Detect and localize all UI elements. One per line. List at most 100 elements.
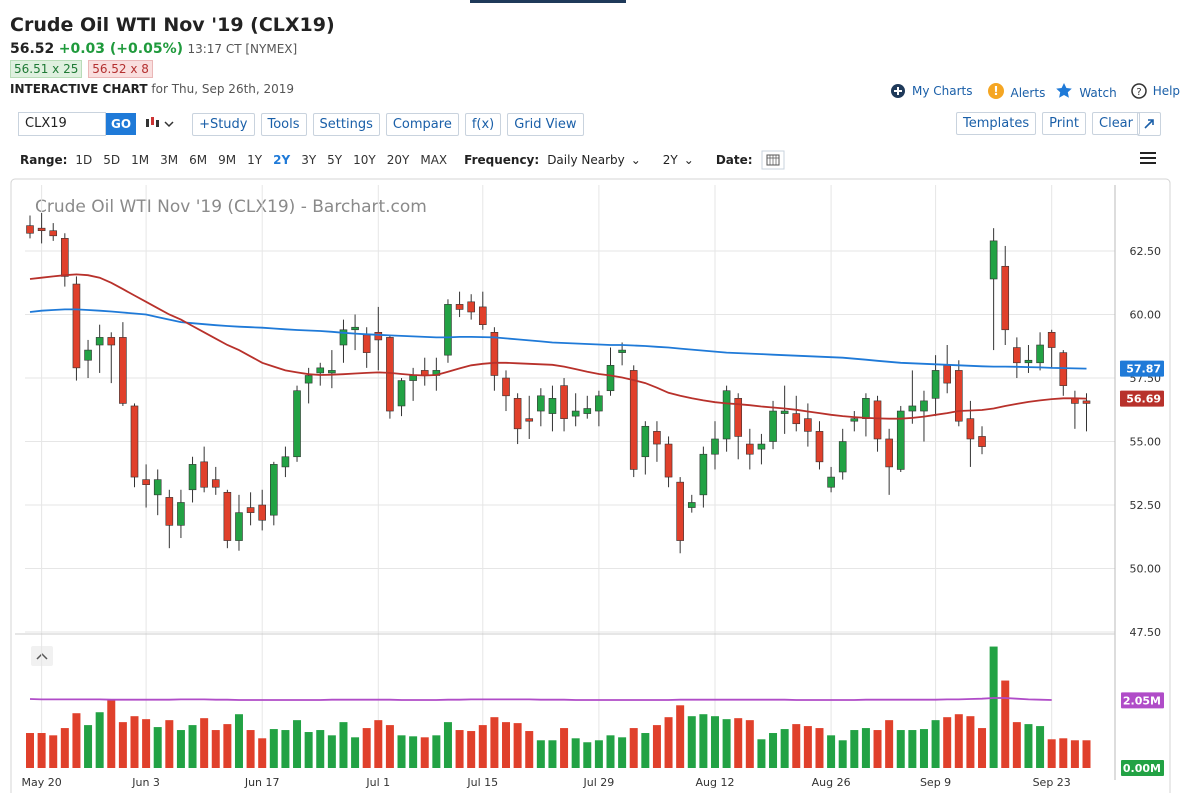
volume-bar	[397, 735, 406, 768]
volume-bar	[548, 740, 557, 768]
candle-body	[769, 410, 777, 442]
range-option[interactable]: 3Y	[301, 153, 317, 167]
range-option[interactable]: 1M	[131, 153, 150, 167]
toolbar-button[interactable]: +Study	[192, 112, 255, 136]
range-option[interactable]: 1D	[75, 153, 93, 167]
candle-body	[606, 365, 615, 392]
candle-body	[200, 461, 208, 488]
volume-bar	[455, 730, 464, 768]
volume-moving-average	[29, 697, 1052, 701]
menu-icon[interactable]	[1139, 151, 1157, 165]
candle-body	[629, 370, 638, 470]
nav-link[interactable]: My Charts	[912, 84, 973, 98]
range-option[interactable]: 5D	[103, 153, 121, 167]
range-option[interactable]: 20Y	[386, 153, 410, 167]
volume-bar	[246, 730, 255, 768]
candle-body	[641, 425, 650, 458]
candle-body	[246, 507, 255, 513]
candle-body	[1024, 359, 1033, 364]
frequency[interactable]: Daily Nearby	[547, 153, 625, 167]
volume-bar	[641, 733, 650, 768]
volume-bar	[873, 730, 882, 768]
candle-body	[84, 349, 92, 361]
candle-body	[815, 431, 824, 463]
range-option[interactable]: 1Y	[247, 153, 263, 167]
volume-bar	[362, 728, 371, 768]
volume-bar	[652, 725, 661, 768]
range-option[interactable]: 3M	[160, 153, 179, 167]
volume-bar	[919, 729, 928, 768]
nav-link[interactable]: Watch	[1079, 86, 1117, 100]
toolbar-button[interactable]: Grid View	[507, 112, 584, 136]
candle-body	[409, 375, 417, 381]
volume-bar	[769, 733, 778, 768]
volume-bar	[26, 733, 34, 768]
candle-body	[978, 436, 986, 447]
volume-bar	[861, 728, 870, 768]
candle-body	[780, 410, 789, 414]
volume-bar	[1001, 680, 1010, 768]
range-option[interactable]: 2Y	[273, 153, 291, 167]
volume-bar	[467, 731, 476, 768]
expand-button[interactable]	[1137, 112, 1161, 136]
range-option[interactable]: MAX	[420, 153, 448, 167]
volume-tick-box	[1121, 760, 1164, 776]
bid: 56.51 x 25	[10, 60, 83, 78]
nav-link[interactable]: Alerts	[1010, 86, 1046, 100]
volume-bar	[258, 738, 267, 768]
volume-bar	[223, 724, 232, 768]
volume-bar	[943, 717, 952, 768]
toolbar-button[interactable]: Clear	[1092, 112, 1140, 135]
range-option[interactable]: 5Y	[327, 153, 343, 167]
volume-bar	[385, 725, 394, 768]
candle-body	[804, 418, 812, 432]
candle-body	[397, 380, 406, 407]
candle-body	[896, 410, 905, 470]
range-option[interactable]: 10Y	[353, 153, 376, 167]
toolbar-button[interactable]: Tools	[260, 112, 307, 136]
price-label: 57.87	[1126, 363, 1161, 376]
period[interactable]: 2Y	[662, 153, 678, 167]
candle-body	[966, 418, 975, 440]
volume-bar	[734, 718, 743, 768]
toolbar-button[interactable]: Print	[1042, 112, 1086, 135]
candle-body	[920, 400, 928, 412]
range-option[interactable]: 9M	[218, 153, 237, 167]
toolbar-buttons: +Study Tools Settings Compare f(x) Grid View	[192, 112, 589, 136]
x-tick-label: Aug 12	[695, 776, 734, 789]
toolbar-button[interactable]: Templates	[956, 112, 1037, 135]
candle-body	[873, 400, 882, 440]
volume-bar	[908, 730, 917, 768]
candle-body	[490, 332, 499, 376]
volume-bar	[84, 725, 93, 768]
candle-body	[177, 502, 185, 526]
candle-body	[687, 502, 696, 508]
candle-body	[513, 398, 522, 430]
volume-bar	[432, 735, 441, 768]
nav-link[interactable]: Help	[1152, 84, 1181, 98]
go-button[interactable]: GO	[106, 113, 137, 135]
price-label-box	[1120, 390, 1164, 407]
candle-body	[270, 464, 278, 516]
y-tick-label: 55.00	[1130, 436, 1162, 449]
range-option[interactable]: 6M	[189, 153, 208, 167]
candle-body	[37, 227, 46, 232]
price-label: 56.69	[1126, 393, 1161, 406]
chart-frame	[10, 178, 1171, 793]
volume-bar	[304, 732, 313, 768]
candle-body	[339, 329, 348, 346]
candle-body	[862, 398, 870, 419]
toolbar-button[interactable]: f(x)	[464, 112, 502, 136]
toolbar-button[interactable]: Settings	[312, 112, 380, 136]
chart-type[interactable]	[144, 114, 178, 134]
symbol-input[interactable]: CLX19	[18, 112, 106, 136]
candle-body	[850, 418, 859, 422]
volume-bar	[176, 730, 185, 768]
volume-bar	[571, 738, 580, 768]
candle-body	[258, 504, 267, 521]
calendar-button[interactable]	[761, 150, 785, 170]
candle-body	[235, 512, 243, 541]
toolbar-button[interactable]: Compare	[385, 112, 459, 136]
